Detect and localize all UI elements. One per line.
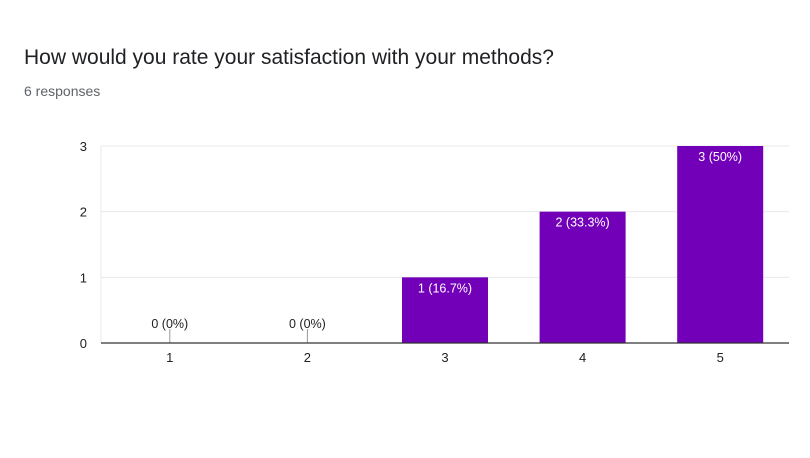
question-title: How would you rate your satisfaction wit…: [24, 46, 554, 69]
y-tick-label: 2: [80, 205, 87, 220]
bar-data-label: 0 (0%): [151, 317, 188, 331]
x-tick-label: 4: [579, 350, 586, 365]
bar-data-label: 1 (16.7%): [418, 281, 472, 295]
bar: [677, 146, 764, 343]
x-tick-label: 1: [166, 350, 173, 365]
bar-data-label: 2 (33.3%): [555, 216, 609, 230]
y-tick-label: 3: [80, 139, 87, 154]
y-tick-label: 1: [80, 270, 87, 285]
y-tick-label: 0: [80, 336, 87, 351]
bar-data-label: 0 (0%): [289, 317, 326, 331]
x-tick-label: 2: [304, 350, 311, 365]
x-tick-label: 5: [717, 350, 724, 365]
bar: [402, 277, 488, 343]
bar: [539, 211, 626, 343]
x-tick-label: 3: [441, 350, 448, 365]
response-count: 6 responses: [24, 83, 101, 99]
bar-data-label: 3 (50%): [698, 150, 742, 164]
